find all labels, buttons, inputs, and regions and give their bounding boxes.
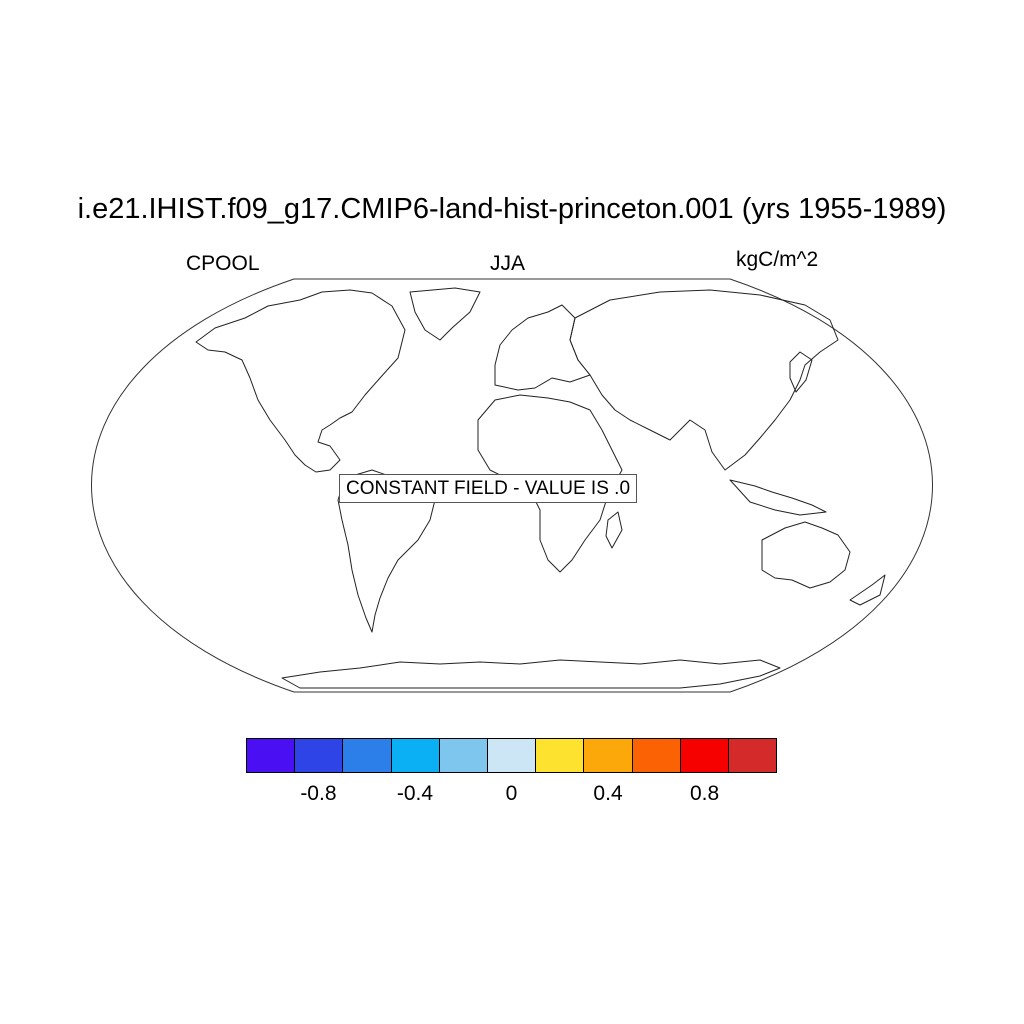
colorbar-cell <box>439 739 488 772</box>
colorbar-tick-label: 0.4 <box>593 782 623 805</box>
variable-label: CPOOL <box>186 252 260 275</box>
colorbar <box>246 738 777 773</box>
colorbar-cell <box>391 739 440 772</box>
colorbar-cell <box>584 739 633 772</box>
coastline-asia <box>569 289 839 471</box>
constant-field-annotation: CONSTANT FIELD - VALUE IS .0 <box>339 474 638 503</box>
colorbar-cell <box>536 739 585 772</box>
colorbar-cell <box>295 739 344 772</box>
coastline-antarctica <box>281 659 781 689</box>
coastline-north-america <box>195 289 406 473</box>
units-label: kgC/m^2 <box>736 248 819 271</box>
coastline-australia <box>761 521 851 589</box>
colorbar-tick-label: 0.8 <box>689 782 720 805</box>
colorbar-tick-label: -0.8 <box>300 782 337 805</box>
colorbar-cell <box>632 739 681 772</box>
colorbar-cell <box>487 739 537 772</box>
colorbar-cell <box>728 739 777 772</box>
coastline-new-zealand <box>849 574 886 606</box>
colorbar-cell <box>680 739 729 772</box>
plot-title: i.e21.IHIST.f09_g17.CMIP6-land-hist-prin… <box>77 193 947 225</box>
season-label: JJA <box>490 252 526 275</box>
colorbar-cell <box>343 739 392 772</box>
colorbar-tick-label: 0 <box>505 782 518 805</box>
coastline-greenland <box>409 287 481 341</box>
coastline-madagascar <box>605 511 623 549</box>
coastline-japan <box>789 351 813 393</box>
coastline-indonesia <box>729 479 827 516</box>
colorbar-tick-label: -0.4 <box>396 782 434 805</box>
colorbar-cell <box>247 739 296 772</box>
